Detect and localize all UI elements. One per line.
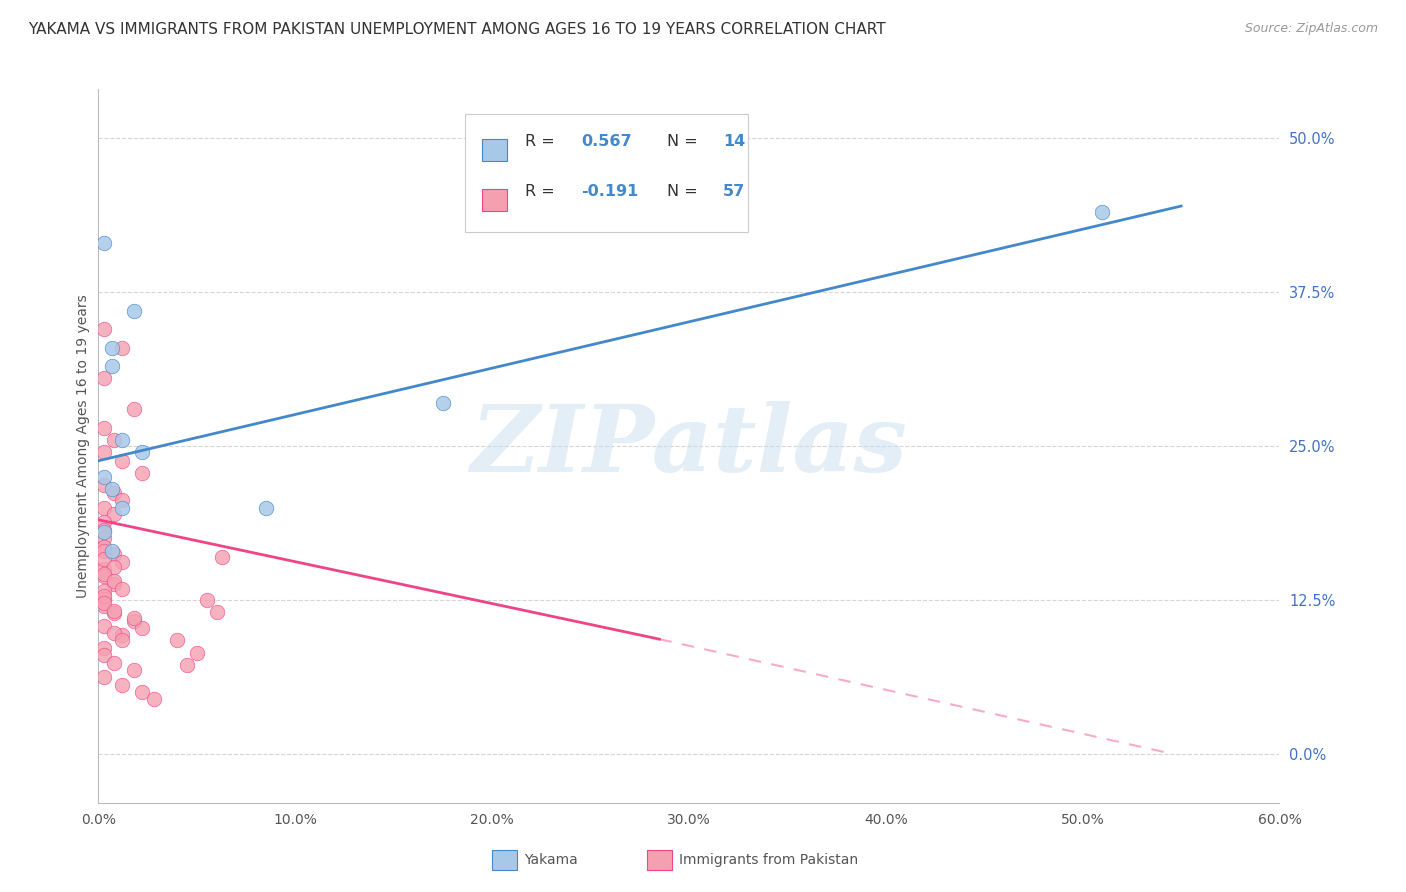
Point xyxy=(1091,205,1114,219)
Point xyxy=(93,235,115,250)
Point xyxy=(93,531,115,545)
Point xyxy=(111,555,134,569)
Point xyxy=(93,648,115,662)
Point xyxy=(93,516,115,530)
Point xyxy=(131,466,153,480)
Point xyxy=(93,597,115,611)
Point xyxy=(103,507,125,521)
Point xyxy=(93,322,115,336)
Text: -0.191: -0.191 xyxy=(582,184,638,199)
Point xyxy=(111,678,134,692)
Point xyxy=(103,656,125,670)
Point xyxy=(254,500,277,515)
Point xyxy=(166,633,188,648)
Text: N =: N = xyxy=(666,184,703,199)
Text: 0.567: 0.567 xyxy=(582,134,633,149)
Point xyxy=(101,543,124,558)
Text: YAKAMA VS IMMIGRANTS FROM PAKISTAN UNEMPLOYMENT AMONG AGES 16 TO 19 YEARS CORREL: YAKAMA VS IMMIGRANTS FROM PAKISTAN UNEMP… xyxy=(28,22,886,37)
Point xyxy=(93,445,115,459)
Point xyxy=(93,566,115,581)
Point xyxy=(93,500,115,515)
Y-axis label: Unemployment Among Ages 16 to 19 years: Unemployment Among Ages 16 to 19 years xyxy=(76,294,90,598)
Point xyxy=(111,454,134,468)
Point xyxy=(101,482,124,496)
Point xyxy=(111,628,134,642)
Point xyxy=(432,396,454,410)
Text: Source: ZipAtlas.com: Source: ZipAtlas.com xyxy=(1244,22,1378,36)
Point xyxy=(131,621,153,635)
Point xyxy=(93,562,115,576)
Point xyxy=(93,543,115,558)
Point xyxy=(205,605,228,619)
Point xyxy=(103,626,125,640)
Point xyxy=(93,670,115,684)
Point xyxy=(211,549,233,564)
Text: 57: 57 xyxy=(723,184,745,199)
Bar xyxy=(482,139,508,161)
Point xyxy=(122,663,145,677)
Point xyxy=(122,614,145,628)
Point xyxy=(103,576,125,591)
Point xyxy=(93,469,115,483)
Point xyxy=(93,540,115,554)
Point xyxy=(111,493,134,508)
Point xyxy=(93,478,115,492)
Point xyxy=(111,633,134,648)
Point xyxy=(93,552,115,566)
Point xyxy=(93,599,115,613)
Point xyxy=(93,591,115,606)
Point xyxy=(122,402,145,417)
Text: ZIPatlas: ZIPatlas xyxy=(471,401,907,491)
Point xyxy=(111,582,134,596)
Point xyxy=(93,420,115,434)
Text: R =: R = xyxy=(524,134,560,149)
Point xyxy=(103,574,125,589)
Point xyxy=(101,341,124,355)
Point xyxy=(103,559,125,574)
Point xyxy=(131,685,153,699)
Point xyxy=(93,371,115,385)
Point xyxy=(122,611,145,625)
Point xyxy=(103,607,125,621)
Point xyxy=(122,303,145,318)
Point xyxy=(101,359,124,373)
Point xyxy=(103,485,125,500)
FancyBboxPatch shape xyxy=(464,114,748,232)
Point xyxy=(93,525,115,540)
Text: N =: N = xyxy=(666,134,703,149)
Text: 14: 14 xyxy=(723,134,745,149)
Point xyxy=(195,592,218,607)
Point xyxy=(176,658,198,673)
Point xyxy=(93,523,115,537)
Text: R =: R = xyxy=(524,184,560,199)
Point xyxy=(103,547,125,561)
Point xyxy=(93,618,115,632)
Point xyxy=(103,604,125,618)
Bar xyxy=(482,189,508,211)
Point xyxy=(93,589,115,603)
Text: Yakama: Yakama xyxy=(524,853,578,867)
Point xyxy=(103,433,125,447)
Point xyxy=(111,500,134,515)
Point xyxy=(142,692,165,706)
Point xyxy=(111,433,134,447)
Point xyxy=(93,640,115,655)
Point xyxy=(131,445,153,459)
Point xyxy=(93,584,115,599)
Point xyxy=(111,341,134,355)
Point xyxy=(186,646,208,660)
Point xyxy=(93,569,115,583)
Text: Immigrants from Pakistan: Immigrants from Pakistan xyxy=(679,853,858,867)
